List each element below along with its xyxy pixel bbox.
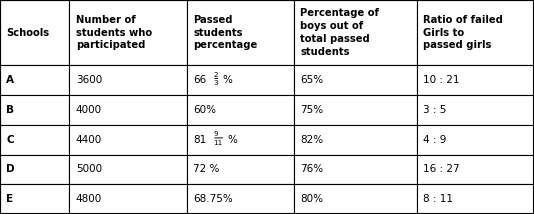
Bar [417,95,534,125]
Text: 9: 9 [213,131,218,137]
Text: D: D [6,164,15,174]
Bar [0,95,69,125]
Bar [294,95,417,125]
Text: 8 : 11: 8 : 11 [423,194,453,204]
Bar [417,184,534,214]
Text: 80%: 80% [300,194,323,204]
Text: Schools: Schools [6,28,50,38]
Text: C: C [6,135,14,145]
Text: 65%: 65% [300,75,323,85]
Text: 4 : 9: 4 : 9 [423,135,446,145]
Text: 4400: 4400 [76,135,102,145]
Bar [187,155,294,184]
Bar [417,125,534,155]
Text: 10 : 21: 10 : 21 [423,75,459,85]
Bar [69,155,187,184]
Text: 60%: 60% [193,105,216,115]
Text: 3 : 5: 3 : 5 [423,105,446,115]
Bar [69,125,187,155]
Text: Ratio of failed
Girls to
passed girls: Ratio of failed Girls to passed girls [423,15,503,51]
Text: 75%: 75% [300,105,323,115]
Bar [0,65,69,95]
Bar [0,184,69,214]
Bar [294,155,417,184]
Text: 3: 3 [213,80,218,86]
Text: 5000: 5000 [76,164,102,174]
Text: 11: 11 [213,140,222,146]
Text: 4000: 4000 [76,105,102,115]
Text: B: B [6,105,14,115]
Text: 72 %: 72 % [193,164,219,174]
Bar [417,65,534,95]
Text: Passed
students
percentage: Passed students percentage [193,15,257,51]
Bar [187,0,294,65]
Text: 66: 66 [193,75,207,85]
Text: A: A [6,75,14,85]
Bar [417,0,534,65]
Bar [69,65,187,95]
Bar [294,184,417,214]
Bar [187,65,294,95]
Bar [69,0,187,65]
Bar [187,125,294,155]
Text: 2: 2 [213,71,218,78]
Text: Number of
students who
participated: Number of students who participated [76,15,152,51]
Text: 4800: 4800 [76,194,102,204]
Text: 76%: 76% [300,164,323,174]
Bar [187,184,294,214]
Text: %: % [227,135,237,145]
Text: 82%: 82% [300,135,323,145]
Text: %: % [222,75,232,85]
Bar [294,125,417,155]
Bar [294,65,417,95]
Text: Percentage of
boys out of
total passed
students: Percentage of boys out of total passed s… [300,8,379,57]
Text: 3600: 3600 [76,75,102,85]
Bar [294,0,417,65]
Bar [69,184,187,214]
Bar [417,155,534,184]
Text: 68.75%: 68.75% [193,194,233,204]
Text: 81: 81 [193,135,207,145]
Bar [0,155,69,184]
Bar [187,95,294,125]
Text: 16 : 27: 16 : 27 [423,164,460,174]
Bar [0,125,69,155]
Bar [0,0,69,65]
Bar [69,95,187,125]
Text: E: E [6,194,13,204]
